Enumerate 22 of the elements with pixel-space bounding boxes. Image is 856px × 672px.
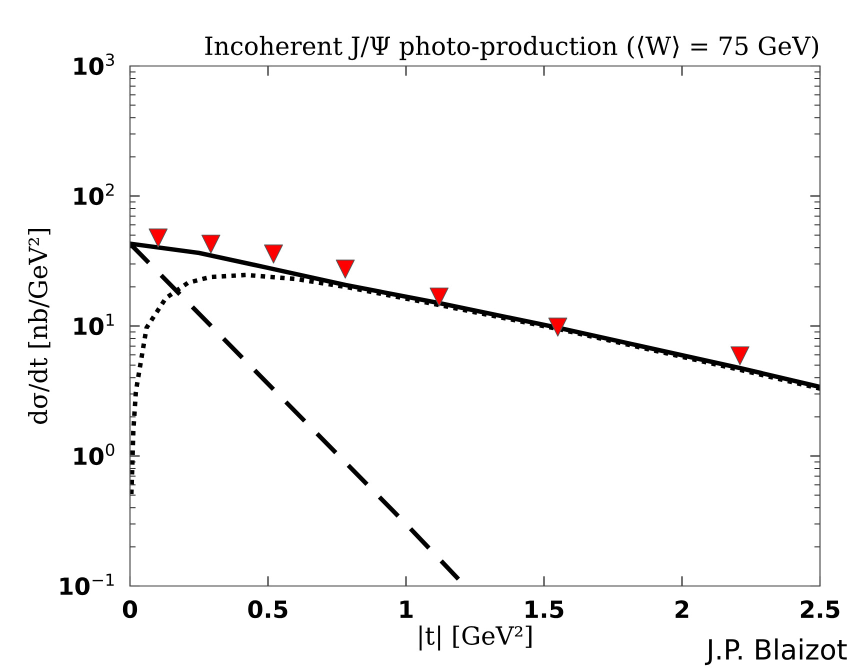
chart-title: Incoherent J/Ψ photo-production (⟨W⟩ = 75 GeV) [205, 36, 818, 60]
point [548, 318, 568, 337]
y-tick-label: 10$^{1}$ [74, 314, 114, 336]
point [430, 288, 449, 307]
point [201, 234, 220, 254]
y-tick-label: 10$^{3}$ [74, 53, 114, 76]
y-tick-label: 10$^{−1}$ [60, 574, 114, 596]
x-tick-label: 0.5 [248, 600, 288, 618]
x-axis-title: |t| [GeV²] [420, 626, 532, 651]
x-tick-label: 1.5 [526, 600, 564, 618]
point [336, 260, 355, 279]
y-tick-label: 10$^{0}$ [74, 443, 114, 466]
x-tick-label: 2 [676, 600, 688, 618]
x-tick-label: 0 [122, 600, 138, 618]
point [264, 244, 283, 264]
point [148, 228, 168, 248]
text: J.P. Blaizot [704, 638, 847, 666]
x-tick-label: 2.5 [800, 600, 840, 618]
x-tick-label: 1 [400, 600, 413, 618]
y-axis-title: dσ/dt [nb/GeV²] [28, 228, 50, 424]
point [730, 346, 750, 366]
y-tick-label: 10$^{2}$ [74, 183, 114, 206]
